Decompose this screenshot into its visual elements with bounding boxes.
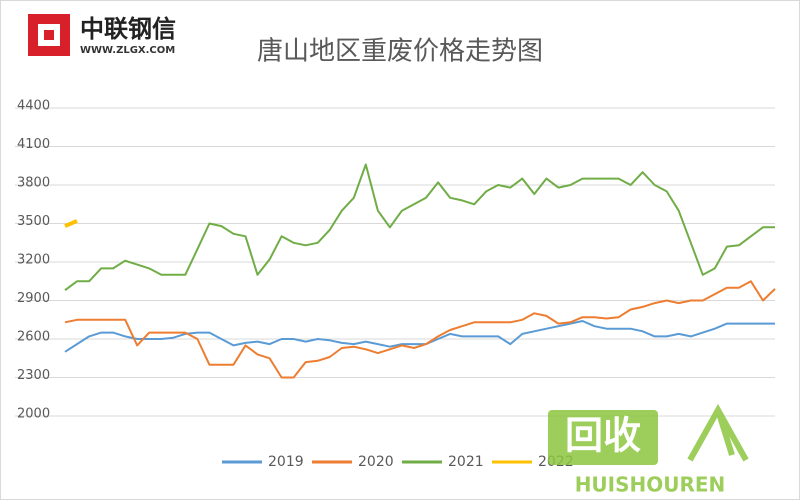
y-tick-label: 2000 bbox=[17, 407, 50, 422]
y-tick-label: 4400 bbox=[17, 99, 50, 114]
logo: 中联钢信 WWW.ZLGX.COM bbox=[28, 14, 176, 56]
y-tick-label: 2900 bbox=[17, 291, 50, 306]
y-tick-label: 3800 bbox=[17, 176, 50, 191]
chart-title: 唐山地区重废价格走势图 bbox=[257, 37, 543, 67]
y-tick-label: 3500 bbox=[17, 214, 50, 229]
legend-label: 2020 bbox=[358, 454, 394, 470]
y-tick-label: 3200 bbox=[17, 253, 50, 268]
watermark-url: HUISHOUREN bbox=[575, 473, 726, 497]
logo-url: WWW.ZLGX.COM bbox=[80, 45, 175, 56]
watermark-figure bbox=[687, 403, 749, 462]
y-tick-label: 2300 bbox=[17, 368, 50, 383]
legend-label: 2021 bbox=[448, 454, 484, 470]
watermark-box bbox=[548, 410, 658, 465]
y-tick-label: 2600 bbox=[17, 330, 50, 345]
plot: 2000 2300 2600 2900 3200 3500 3800 4100 4400 2019… bbox=[15, 99, 776, 470]
line-series bbox=[64, 219, 78, 228]
logo-icon-core bbox=[44, 30, 54, 40]
line-series bbox=[64, 163, 775, 292]
watermark: 回收 HUISHOUREN bbox=[548, 403, 749, 497]
line-series bbox=[64, 320, 775, 353]
logo-name: 中联钢信 bbox=[80, 15, 176, 43]
watermark-name: 回收 bbox=[565, 414, 641, 458]
line-series bbox=[64, 280, 776, 379]
legend-label: 2019 bbox=[268, 454, 304, 470]
y-tick-label: 4100 bbox=[17, 137, 50, 152]
